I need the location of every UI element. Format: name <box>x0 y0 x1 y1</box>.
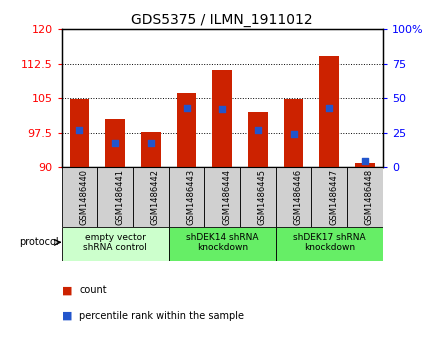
Text: GSM1486440: GSM1486440 <box>80 169 88 225</box>
Bar <box>312 167 347 227</box>
Title: GDS5375 / ILMN_1911012: GDS5375 / ILMN_1911012 <box>132 13 313 26</box>
Text: GSM1486444: GSM1486444 <box>222 169 231 225</box>
Point <box>76 127 83 133</box>
Bar <box>213 70 232 167</box>
Point <box>219 106 226 112</box>
Bar <box>105 119 125 167</box>
Text: count: count <box>79 285 107 295</box>
Bar <box>97 167 133 227</box>
Bar <box>248 112 268 167</box>
Point <box>147 140 154 146</box>
Text: GSM1486448: GSM1486448 <box>365 169 374 225</box>
Text: shDEK14 shRNA
knockdown: shDEK14 shRNA knockdown <box>186 233 258 252</box>
Bar <box>204 167 240 227</box>
Text: GSM1486442: GSM1486442 <box>151 169 160 225</box>
Bar <box>276 227 383 261</box>
Bar <box>141 132 161 167</box>
Point <box>183 105 190 111</box>
Bar <box>276 167 312 227</box>
Text: empty vector
shRNA control: empty vector shRNA control <box>83 233 147 252</box>
Bar <box>70 99 89 167</box>
Bar <box>284 99 304 167</box>
Text: GSM1486446: GSM1486446 <box>293 169 303 225</box>
Point <box>254 127 261 133</box>
Text: ■: ■ <box>62 285 72 295</box>
Bar <box>62 227 169 261</box>
Text: GSM1486441: GSM1486441 <box>115 169 124 225</box>
Bar <box>133 167 169 227</box>
Point <box>290 131 297 137</box>
Bar <box>347 167 383 227</box>
Text: GSM1486447: GSM1486447 <box>329 169 338 225</box>
Point <box>361 158 368 163</box>
Bar <box>355 163 375 167</box>
Text: percentile rank within the sample: percentile rank within the sample <box>79 311 244 321</box>
Point <box>326 105 333 111</box>
Text: ■: ■ <box>62 311 72 321</box>
Bar <box>169 227 276 261</box>
Text: GSM1486445: GSM1486445 <box>258 169 267 225</box>
Bar <box>177 93 196 167</box>
Text: shDEK17 shRNA
knockdown: shDEK17 shRNA knockdown <box>293 233 366 252</box>
Text: protocol: protocol <box>19 237 59 247</box>
Point <box>112 140 119 146</box>
Bar <box>240 167 276 227</box>
Bar <box>169 167 204 227</box>
Text: GSM1486443: GSM1486443 <box>187 169 195 225</box>
Bar <box>319 56 339 167</box>
Bar <box>62 167 97 227</box>
